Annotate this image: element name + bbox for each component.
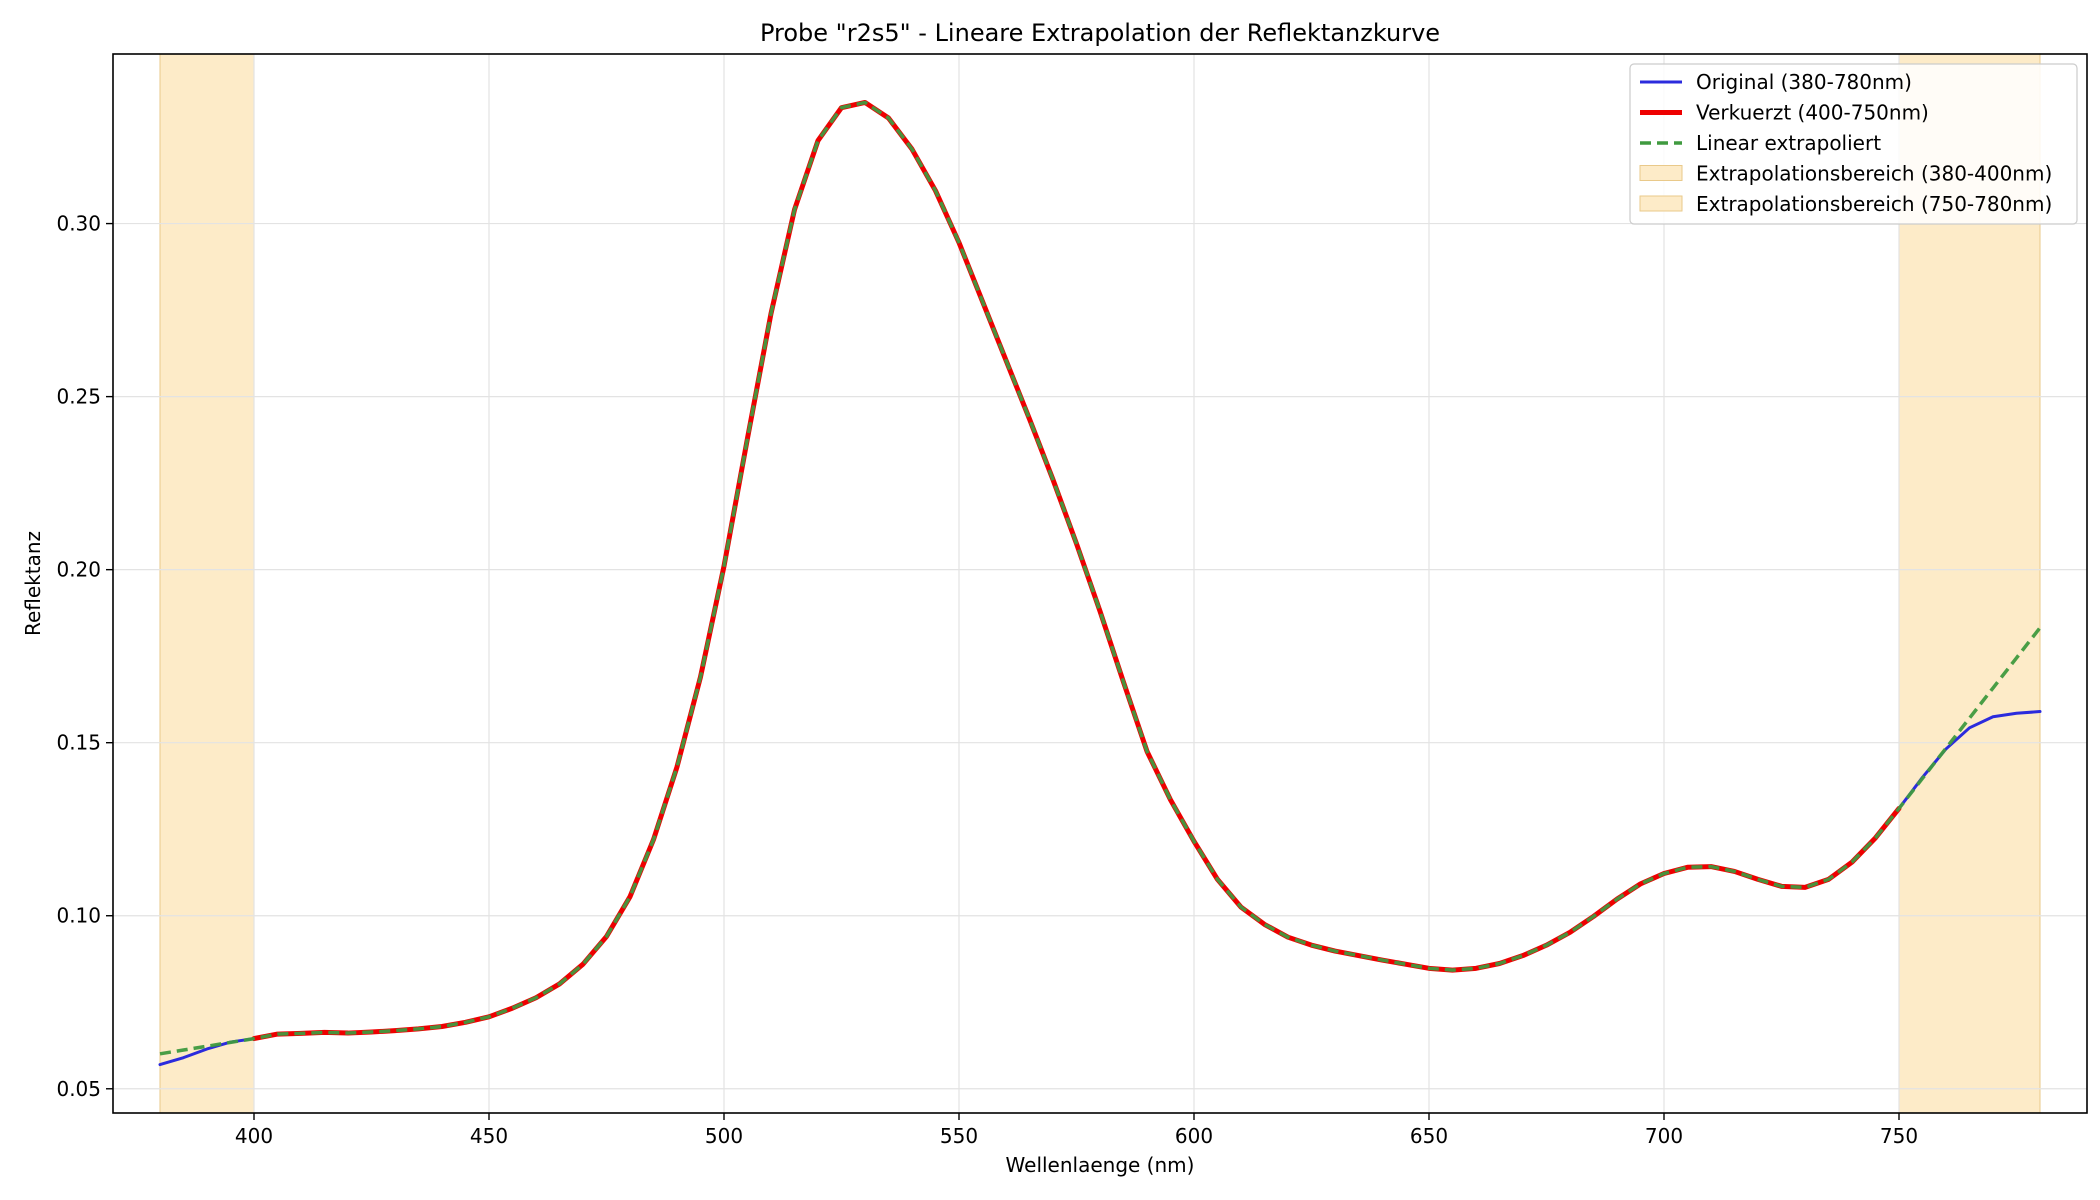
x-tick-label: 750 (1880, 1124, 1918, 1148)
y-tick-label: 0.30 (56, 212, 101, 236)
legend: Original (380-780nm) Verkuerzt (400-750nm… (1629, 63, 2078, 225)
x-tick-label: 600 (1175, 1124, 1213, 1148)
y-axis-label: Reflektanz (21, 531, 45, 636)
grid-layer (113, 54, 2087, 1113)
legend-swatch-span-1 (1639, 165, 1683, 181)
series-layer (158, 99, 2042, 1067)
y-tick-label: 0.10 (56, 904, 101, 928)
chart-title: Probe "r2s5" - Lineare Extrapolation der… (760, 19, 1440, 47)
x-tick-label: 450 (470, 1124, 508, 1148)
y-axis: 0.05 0.10 0.15 0.20 0.25 0.30 (56, 212, 113, 1101)
x-axis: 400 450 500 550 600 650 700 750 (235, 1113, 1918, 1148)
legend-box (1629, 63, 2078, 225)
x-tick-label: 550 (940, 1124, 978, 1148)
x-axis-label: Wellenlaenge (nm) (1006, 1153, 1195, 1177)
plot-frame (112, 53, 2088, 1114)
y-tick-label: 0.20 (56, 558, 101, 582)
y-tick-label: 0.05 (56, 1077, 101, 1101)
series-line-3 (159, 100, 2042, 1056)
y-tick-label: 0.15 (56, 731, 101, 755)
legend-label: Verkuerzt (400-750nm) (1696, 101, 1929, 125)
span-layer (159, 53, 2041, 1114)
legend-label: Original (380-780nm) (1696, 70, 1912, 94)
x-tick-label: 500 (705, 1124, 743, 1148)
y-tick-label: 0.25 (56, 385, 101, 409)
legend-label: Extrapolationsbereich (750-780nm) (1696, 192, 2052, 216)
x-tick-label: 700 (1645, 1124, 1683, 1148)
x-tick-label: 650 (1410, 1124, 1448, 1148)
legend-label: Linear extrapoliert (1696, 131, 1881, 155)
x-tick-label: 400 (235, 1124, 273, 1148)
legend-swatch-span-2 (1639, 195, 1683, 212)
extrapolation-span-1 (159, 53, 255, 1114)
legend-label: Extrapolationsbereich (380-400nm) (1696, 162, 2052, 186)
